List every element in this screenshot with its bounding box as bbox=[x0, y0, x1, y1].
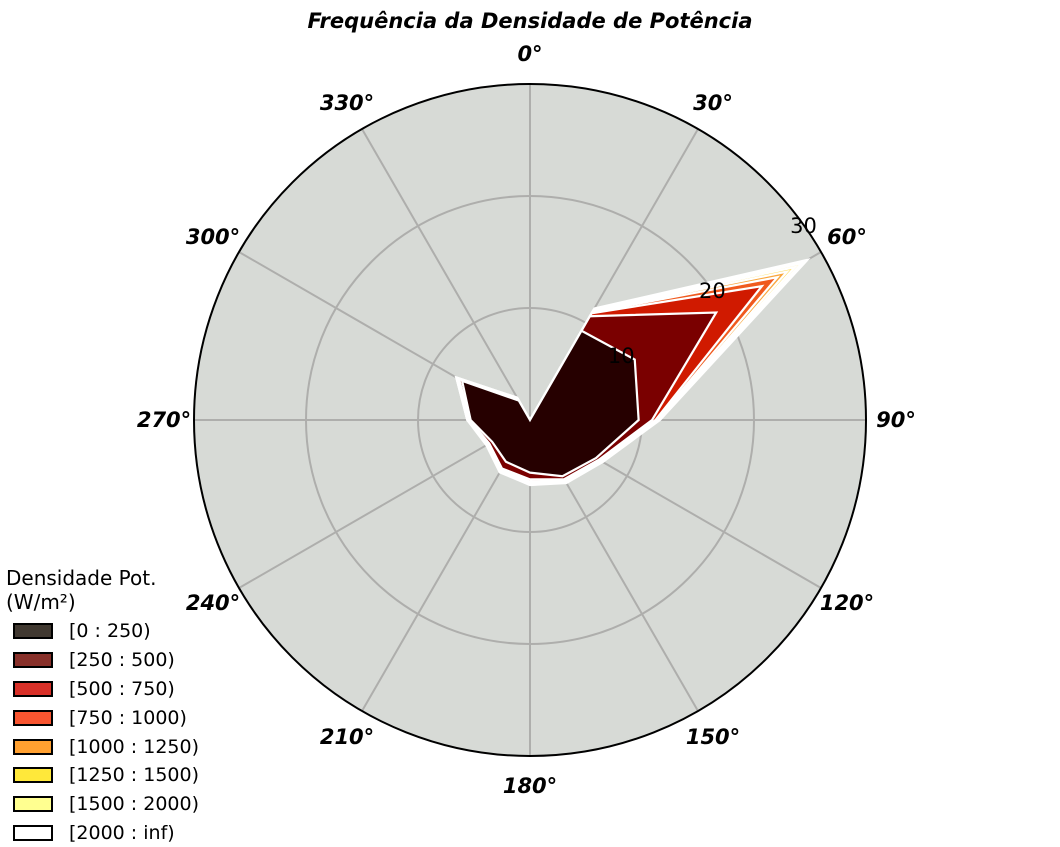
outer-circle bbox=[193, 83, 867, 757]
angle-tick-label: 90° bbox=[876, 408, 916, 432]
angle-tick-label: 180° bbox=[503, 774, 557, 798]
legend-title: Densidade Pot. (W/m²) bbox=[6, 566, 199, 614]
legend-title-line: Densidade Pot. bbox=[6, 566, 157, 590]
legend-entry: [1250 : 1500) bbox=[6, 761, 199, 790]
angle-tick-label: 120° bbox=[820, 591, 874, 615]
legend-entry: [0 : 250) bbox=[6, 617, 199, 646]
angle-tick-label: 270° bbox=[137, 408, 191, 432]
legend-swatch bbox=[13, 623, 53, 640]
angle-tick-label: 30° bbox=[693, 91, 733, 115]
legend-swatch bbox=[13, 680, 53, 697]
radial-tick-label: 20 bbox=[699, 279, 726, 303]
legend-label: [0 : 250) bbox=[69, 620, 151, 643]
legend-label: [250 : 500) bbox=[69, 649, 175, 672]
angle-tick-label: 330° bbox=[320, 91, 374, 115]
legend-entry: [250 : 500) bbox=[6, 646, 199, 675]
legend-label: [1500 : 2000) bbox=[69, 793, 200, 816]
legend-swatch bbox=[13, 709, 53, 726]
radial-tick-label: 30 bbox=[790, 214, 817, 238]
angle-tick-label: 240° bbox=[186, 591, 240, 615]
legend-swatch bbox=[13, 824, 53, 841]
angle-tick-label: 210° bbox=[320, 725, 374, 749]
angle-tick-label: 0° bbox=[517, 42, 542, 66]
angle-labels: 0° 30° 60° 90° 120° 150° 180° 210° 240° 270° 300° 3… bbox=[137, 42, 916, 798]
legend-entry: [2000 : inf) bbox=[6, 819, 199, 847]
legend-swatch bbox=[13, 796, 53, 813]
legend-entry: [1500 : 2000) bbox=[6, 790, 199, 819]
series-polygon bbox=[460, 329, 640, 478]
legend-label: [750 : 1000) bbox=[69, 706, 187, 729]
legend-entry: [750 : 1000) bbox=[6, 703, 199, 732]
grid-spoke bbox=[361, 128, 531, 421]
legend-label: [1250 : 1500) bbox=[69, 764, 200, 787]
legend-entry: [500 : 750) bbox=[6, 675, 199, 704]
angle-tick-label: 60° bbox=[827, 225, 867, 249]
legend: Densidade Pot. (W/m²) [0 : 250) [250 : 50… bbox=[6, 566, 199, 847]
legend-entries: [0 : 250) [250 : 500) [500 : 750) [750 : 10… bbox=[6, 617, 199, 847]
series-layer bbox=[454, 257, 811, 487]
legend-title-line: (W/m²) bbox=[6, 590, 76, 614]
legend-label: [500 : 750) bbox=[69, 677, 175, 700]
legend-swatch bbox=[13, 767, 53, 784]
chart-title: Frequência da Densidade de Potência bbox=[307, 9, 752, 33]
legend-swatch bbox=[13, 652, 53, 669]
legend-label: [1000 : 1250) bbox=[69, 735, 200, 758]
legend-swatch bbox=[13, 738, 53, 755]
grid-spoke bbox=[238, 419, 531, 589]
legend-label: [2000 : inf) bbox=[69, 821, 175, 844]
radial-tick-label: 10 bbox=[608, 344, 635, 368]
radial-tick-labels: 10 20 30 bbox=[608, 214, 817, 368]
angle-tick-label: 300° bbox=[186, 225, 240, 249]
legend-entry: [1000 : 1250) bbox=[6, 732, 199, 761]
angle-tick-label: 150° bbox=[686, 725, 740, 749]
